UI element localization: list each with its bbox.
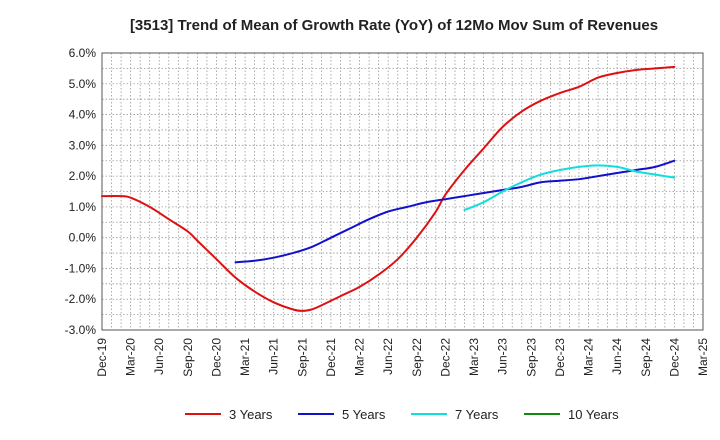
x-tick-label: Sep-24 [639, 338, 653, 377]
x-tick-label: Mar-22 [353, 338, 367, 376]
x-tick-label: Sep-20 [181, 338, 195, 377]
x-tick-label: Mar-24 [582, 338, 596, 376]
legend-label: 3 Years [229, 407, 273, 422]
series-line-5-years [234, 159, 676, 264]
x-tick-label: Sep-23 [524, 338, 538, 377]
x-tick-label: Dec-23 [553, 338, 567, 377]
y-tick-label: 4.0% [69, 108, 97, 122]
x-tick-label: Sep-21 [295, 338, 309, 377]
x-tick-label: Dec-19 [95, 338, 109, 377]
chart-grid [102, 53, 703, 330]
x-tick-label: Mar-21 [238, 338, 252, 376]
x-axis-tick-labels: Dec-19 Mar-20 Jun-20 Sep-20 Dec-20 Mar-21 Jun-… [95, 338, 710, 377]
x-tick-label: Jun-23 [496, 338, 510, 375]
x-tick-label: Jun-21 [267, 338, 281, 375]
x-tick-label: Dec-21 [324, 338, 338, 377]
series-line-3-years [101, 65, 676, 312]
series-line-7-years [463, 164, 676, 211]
legend-label: 10 Years [568, 407, 619, 422]
x-tick-label: Jun-20 [152, 338, 166, 375]
x-tick-label: Dec-24 [667, 338, 681, 377]
plot-area [101, 52, 704, 331]
x-tick-label: Mar-25 [696, 338, 710, 376]
legend-label: 5 Years [342, 407, 386, 422]
y-tick-label: 1.0% [69, 200, 97, 214]
y-tick-label: -3.0% [65, 323, 97, 337]
series-layer [101, 65, 676, 312]
y-tick-label: -1.0% [65, 261, 97, 275]
x-tick-label: Mar-23 [467, 338, 481, 376]
y-tick-label: 2.0% [69, 169, 97, 183]
y-tick-label: -2.0% [65, 292, 97, 306]
chart-title: [3513] Trend of Mean of Growth Rate (YoY… [130, 17, 658, 34]
x-tick-label: Jun-22 [381, 338, 395, 375]
x-tick-label: Dec-20 [209, 338, 223, 377]
y-tick-label: 3.0% [69, 138, 97, 152]
y-axis-tick-labels: 6.0% 5.0% 4.0% 3.0% 2.0% 1.0% 0.0% -1.0% -2.0% -3… [65, 46, 97, 337]
x-tick-label: Mar-20 [124, 338, 138, 376]
y-tick-label: 5.0% [69, 77, 97, 91]
y-tick-label: 0.0% [69, 231, 97, 245]
x-tick-label: Jun-24 [610, 338, 624, 375]
y-tick-label: 6.0% [69, 46, 97, 60]
legend-label: 7 Years [455, 407, 499, 422]
x-tick-label: Sep-22 [410, 338, 424, 377]
legend: 3 Years 5 Years 7 Years 10 Years [185, 407, 619, 422]
x-tick-label: Dec-22 [438, 338, 452, 377]
plot-frame [101, 52, 704, 331]
